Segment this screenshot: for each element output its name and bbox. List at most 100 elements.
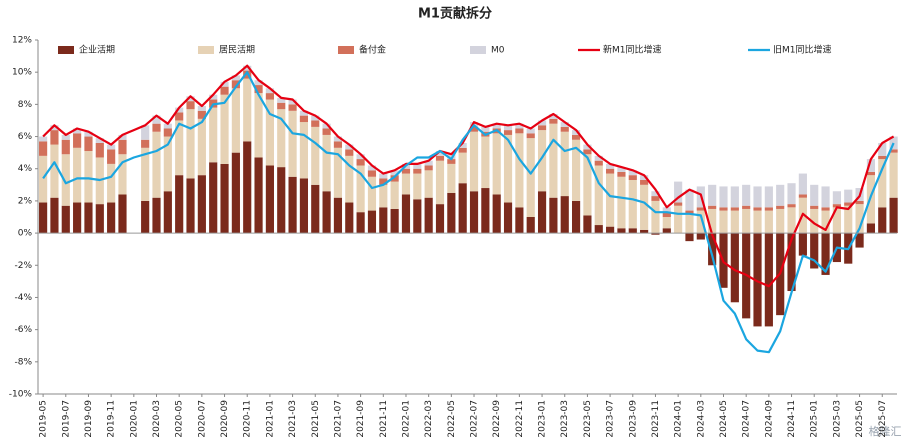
bar-segment [152,131,161,198]
bar-segment [288,99,297,105]
bar-segment [730,233,739,303]
bar-segment [424,165,433,171]
bar-segment [628,228,637,234]
bar-segment [95,142,104,158]
bar-segment [787,207,796,234]
bar-segment [61,205,70,234]
bar-segment [435,204,445,234]
bar-segment [84,131,93,137]
x-tick-label: 2023-07 [606,400,616,438]
bar-segment [832,207,841,234]
bar-segment [220,81,229,87]
bar-segment [560,122,569,127]
x-tick-label: 2023-05 [583,400,593,438]
bar-segment [537,125,547,131]
bar-segment [685,210,694,214]
bar-segment [197,118,206,176]
bar-segment [708,184,717,206]
bar-segment [787,204,796,208]
bar-segment [413,173,422,200]
bar-segment [277,97,286,103]
bar-segment [753,233,762,327]
bar-segment [61,134,70,140]
bar-segment [594,155,603,161]
bar-segment [798,173,807,195]
bar-segment [243,141,252,234]
bar-segment [84,151,93,203]
bar-segment [594,225,603,234]
bar-segment [753,186,762,208]
bar-segment [855,204,864,234]
bar-segment [764,210,773,234]
bar-segment [503,202,513,234]
bar-segment [832,191,841,205]
bar-segment [345,155,354,203]
bar-segment [753,207,762,211]
line-series [42,71,895,354]
legend-swatch [58,46,74,54]
bar-segment [742,205,751,209]
bar-segment [606,226,615,234]
bar-segment [662,217,671,229]
bar-segment [776,208,785,234]
bar-segment [492,133,501,195]
bar-segment [333,141,343,148]
bar-segment [560,131,569,197]
bar-segment [39,202,48,234]
bar-segment [152,115,161,124]
bar-segment [390,170,399,176]
bar-segment [606,173,615,227]
bar-segment [821,233,830,275]
bar-segment [107,144,116,150]
bar-segment [84,136,93,152]
bar-segment [628,179,637,229]
bar-segment [889,149,898,153]
bar-segment [424,170,433,198]
x-tick-label: 2025-07 [878,400,888,438]
bar-segment [617,176,626,229]
y-tick-label: 4% [18,164,33,174]
bar-segment [435,155,445,161]
x-tick-label: 2020-01 [129,400,139,438]
x-tick-label: 2023-09 [628,400,638,438]
bar-segment [719,207,728,211]
x-tick-label: 2020-03 [152,400,162,438]
x-tick-label: 2024-05 [719,400,729,438]
bar-segment [537,191,547,234]
bar-segment [186,96,195,102]
bar-segment [390,175,399,182]
bar-segment [617,167,626,172]
bar-segment [61,139,70,155]
bar-segment [141,139,150,148]
bar-segment [492,123,501,129]
bar-segment [640,229,649,234]
bar-segment [379,173,388,179]
bar-segment [481,136,490,189]
x-tick-label: 2022-05 [447,400,457,438]
y-tick-label: 10% [12,68,32,78]
bar-segment [175,112,184,121]
x-tick-label: 2021-05 [311,400,321,438]
bar-segment [776,205,785,209]
legend-label: 旧M1同比增速 [773,44,832,56]
legend-swatch [470,46,486,54]
bar-segment [866,223,876,234]
x-tick-label: 2020-09 [220,400,230,438]
bar-segment [197,110,206,119]
bar-segment [855,200,864,205]
bar-segment [175,107,184,113]
bar-segment [322,134,331,192]
bar-segment [243,65,252,71]
legend-label: 备付金 [359,44,386,56]
bar-segment [299,115,309,123]
bar-segment [674,205,683,234]
chart-title: M1贡献拆分 [418,6,492,22]
bar-segment [379,178,388,185]
bar-segment [606,163,615,169]
bar-segment [220,163,229,234]
x-tick-label: 2021-01 [265,400,275,438]
bar-segment [311,126,320,185]
bar-segment [333,136,343,142]
bar-segment [469,126,479,132]
